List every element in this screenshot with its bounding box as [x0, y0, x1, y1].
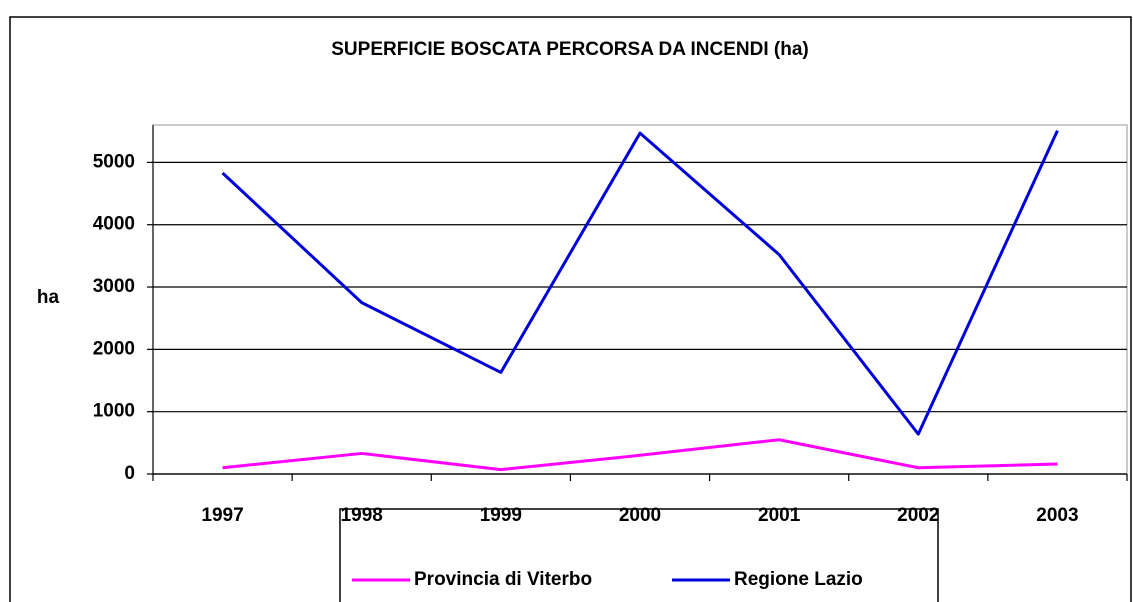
y-tick-label: 0	[124, 463, 135, 484]
legend-label: Regione Lazio	[734, 569, 863, 590]
y-axis-label: ha	[37, 287, 60, 308]
y-tick-label: 2000	[93, 338, 135, 359]
x-tick-label: 2000	[619, 505, 661, 526]
y-tick-label: 5000	[93, 151, 135, 172]
line-series	[221, 129, 1059, 436]
x-tick-label: 1999	[480, 505, 522, 526]
x-tick-label: 2003	[1036, 505, 1078, 526]
line-series	[222, 438, 1058, 472]
y-tick-label: 4000	[93, 214, 135, 235]
legend-label: Provincia di Viterbo	[414, 569, 592, 590]
y-tick-label: 3000	[93, 276, 135, 297]
legend-box	[339, 508, 939, 602]
x-tick-label: 2002	[897, 505, 939, 526]
y-tick-label: 1000	[93, 401, 135, 422]
chart-title: SUPERFICIE BOSCATA PERCORSA DA INCENDI (…	[331, 39, 809, 60]
x-tick-label: 1997	[201, 505, 243, 526]
x-tick-label: 2001	[758, 505, 801, 526]
x-tick-label: 1998	[341, 505, 383, 526]
